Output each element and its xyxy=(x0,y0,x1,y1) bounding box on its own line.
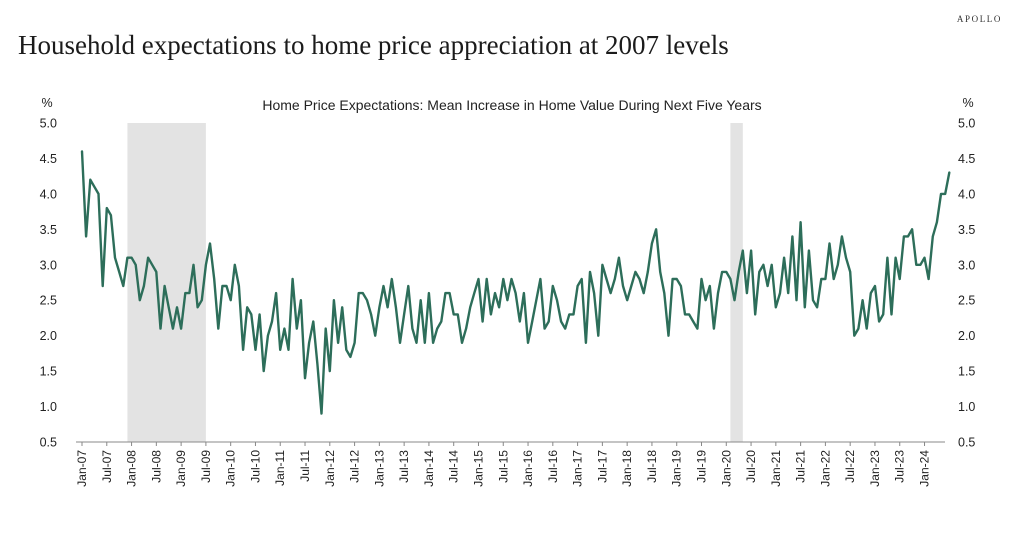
y-tick-right: 2.5 xyxy=(958,294,975,308)
x-tick-label: Jul-22 xyxy=(843,450,857,483)
y-tick-right: 1.5 xyxy=(958,365,975,379)
y-tick-left: 0.5 xyxy=(40,436,57,450)
x-tick-label: Jan-12 xyxy=(323,450,337,487)
y-tick-left: 2.5 xyxy=(40,294,57,308)
x-tick-label: Jul-08 xyxy=(149,450,163,483)
x-tick-label: Jul-09 xyxy=(199,450,213,483)
y-tick-right: 0.5 xyxy=(958,436,975,450)
x-tick-label: Jul-11 xyxy=(298,450,312,482)
x-tick-label: Jul-17 xyxy=(595,450,609,483)
y-tick-right: 2.0 xyxy=(958,329,975,343)
x-tick-label: Jan-10 xyxy=(224,450,238,487)
x-tick-label: Jan-22 xyxy=(818,450,832,487)
x-tick-label: Jul-10 xyxy=(248,450,262,483)
x-tick-label: Jan-07 xyxy=(75,450,89,487)
y-tick-right: 4.5 xyxy=(958,152,975,166)
x-tick-label: Jan-15 xyxy=(471,450,485,487)
x-tick-label: Jul-16 xyxy=(546,450,560,483)
y-tick-right: 4.0 xyxy=(958,187,975,201)
x-tick-label: Jul-23 xyxy=(893,450,907,483)
chart-title: Home Price Expectations: Mean Increase i… xyxy=(262,97,761,113)
x-tick-label: Jan-08 xyxy=(125,450,139,487)
x-axis: Jan-07 Jul-07 Jan-08 Jul-08 Jan-09 Jul-09 Jan-… xyxy=(75,442,932,487)
y-axis-right-unit: % xyxy=(962,96,973,110)
y-tick-right: 3.5 xyxy=(958,223,975,237)
x-tick-label: Jan-23 xyxy=(868,450,882,487)
y-tick-left: 5.0 xyxy=(40,117,57,131)
y-tick-left: 4.5 xyxy=(40,152,57,166)
x-tick-label: Jan-19 xyxy=(670,450,684,487)
y-axis-left: 0.5 1.0 1.5 2.0 2.5 3.0 3.5 4.0 4.5 5.0 xyxy=(40,117,57,450)
page-headline: Household expectations to home price app… xyxy=(18,30,729,60)
x-tick-label: Jul-13 xyxy=(397,450,411,483)
x-tick-label: Jan-21 xyxy=(769,450,783,487)
y-tick-right: 5.0 xyxy=(958,117,975,131)
y-tick-left: 3.5 xyxy=(40,223,57,237)
x-tick-label: Jul-12 xyxy=(348,450,362,483)
x-tick-label: Jan-24 xyxy=(918,450,932,487)
x-tick-label: Jul-19 xyxy=(695,450,709,483)
recession-band-0 xyxy=(127,123,206,442)
x-tick-label: Jul-14 xyxy=(447,450,461,483)
y-tick-right: 3.0 xyxy=(958,258,975,272)
x-tick-label: Jul-20 xyxy=(744,450,758,483)
x-tick-label: Jan-13 xyxy=(372,450,386,487)
y-tick-left: 1.0 xyxy=(40,400,57,414)
x-tick-label: Jul-18 xyxy=(645,450,659,483)
recession-shading xyxy=(127,123,743,442)
x-tick-label: Jan-17 xyxy=(571,450,585,487)
y-tick-right: 1.0 xyxy=(958,400,975,414)
y-axis-left-unit: % xyxy=(41,96,52,110)
x-tick-label: Jan-16 xyxy=(521,450,535,487)
x-tick-label: Jul-21 xyxy=(794,450,808,483)
x-tick-label: Jan-11 xyxy=(273,450,287,486)
y-tick-left: 1.5 xyxy=(40,365,57,379)
x-tick-label: Jan-18 xyxy=(620,450,634,487)
y-tick-left: 2.0 xyxy=(40,329,57,343)
x-tick-label: Jul-07 xyxy=(100,450,114,483)
x-tick-label: Jan-14 xyxy=(422,450,436,487)
x-tick-label: Jan-09 xyxy=(174,450,188,487)
x-tick-label: Jul-15 xyxy=(496,450,510,483)
x-tick-label: Jan-20 xyxy=(719,450,733,487)
brand-logo: APOLLO xyxy=(956,14,1002,24)
y-tick-left: 3.0 xyxy=(40,258,57,272)
y-tick-left: 4.0 xyxy=(40,187,57,201)
series-line xyxy=(80,150,951,415)
y-axis-right: 0.5 1.0 1.5 2.0 2.5 3.0 3.5 4.0 4.5 5.0 xyxy=(958,117,975,450)
